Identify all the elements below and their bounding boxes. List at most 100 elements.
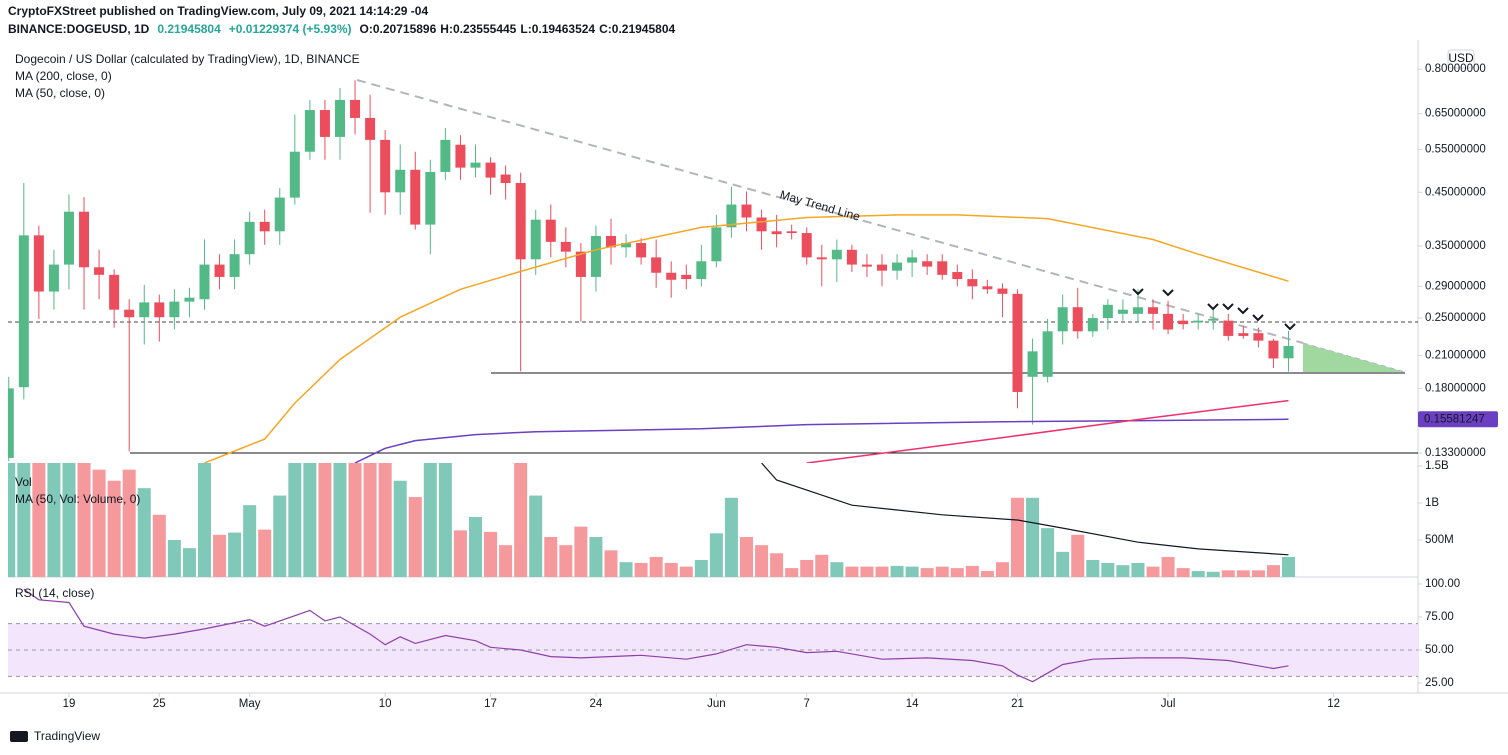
- candle-body: [560, 241, 571, 252]
- x-tick-label: Jul: [1161, 698, 1176, 710]
- candle-body: [1223, 320, 1234, 336]
- footer-logo: TradingView: [10, 729, 100, 743]
- x-tick-label: 12: [1327, 698, 1340, 710]
- volume-bar: [1086, 559, 1100, 577]
- volume-bar: [860, 566, 874, 577]
- y-tick-label: 0.25000000: [1425, 312, 1486, 324]
- trend-line: [356, 79, 1304, 344]
- volume-bar: [1161, 557, 1175, 577]
- volume-bar: [739, 537, 753, 577]
- rsi-pane: [8, 588, 1418, 683]
- candle-body: [485, 162, 496, 178]
- chevron: [1222, 303, 1234, 311]
- y-tick-label: 0.80000000: [1425, 63, 1486, 75]
- volume-bar: [408, 497, 422, 577]
- candle-body: [831, 249, 842, 260]
- candle-body: [304, 110, 315, 152]
- candle-body: [199, 264, 210, 300]
- candle-body: [636, 243, 647, 258]
- volume-bar: [1251, 570, 1265, 577]
- y-tick-label: 0.13300000: [1425, 447, 1486, 459]
- volume-bar: [559, 545, 573, 577]
- symbol: BINANCE:DOGEUSD, 1D: [8, 22, 150, 36]
- volume-bar: [1116, 565, 1130, 577]
- volume-bar: [815, 554, 829, 577]
- candle-body: [937, 261, 948, 275]
- candle-body: [319, 110, 330, 137]
- volume-bar: [995, 562, 1009, 577]
- x-tick-label: 10: [379, 698, 392, 710]
- series-line: [761, 463, 1289, 556]
- volume-bar: [32, 463, 46, 577]
- volume-bar: [770, 553, 784, 577]
- x-tick-label: 24: [590, 698, 603, 710]
- volume-bar: [1266, 565, 1280, 577]
- volume-bar: [785, 568, 799, 577]
- volume-bar: [830, 562, 844, 577]
- volume-bar: [1026, 497, 1040, 577]
- candle-body: [1178, 320, 1189, 325]
- candle-body: [1208, 318, 1219, 321]
- candle-body: [545, 219, 556, 242]
- chevron: [1284, 323, 1296, 331]
- candle-body: [1042, 331, 1053, 377]
- y-tick-label: 25.00: [1425, 677, 1454, 689]
- volume-bar: [363, 463, 377, 577]
- volume-bar: [1236, 570, 1250, 577]
- y-tick-label: 0.29000000: [1425, 280, 1486, 292]
- c-value: 0.21945804: [612, 22, 676, 36]
- candle-body: [48, 264, 59, 292]
- candle-body: [380, 139, 391, 193]
- candle-body: [1027, 351, 1038, 377]
- chevron: [1207, 303, 1219, 311]
- volume-bar: [1011, 497, 1025, 577]
- candle-body: [681, 274, 692, 280]
- volume-bar: [875, 566, 889, 577]
- volume-pane: [8, 463, 1296, 577]
- x-tick-label: 19: [63, 698, 76, 710]
- volume-bar: [1191, 571, 1205, 577]
- l-label: L:: [520, 22, 531, 36]
- volume-bar: [393, 480, 407, 577]
- volume-bar: [574, 526, 588, 577]
- candle-body: [982, 286, 993, 290]
- volume-bar: [634, 562, 648, 577]
- volume-bar: [77, 463, 91, 577]
- volume-bar: [122, 469, 136, 577]
- volume-bar: [17, 463, 31, 577]
- candle-body: [756, 217, 767, 232]
- y-tick-label: 1B: [1425, 497, 1439, 509]
- volume-bar: [228, 532, 242, 577]
- candle-body: [425, 171, 436, 225]
- volume-bar: [935, 566, 949, 577]
- volume-bar: [468, 517, 482, 577]
- candle-body: [1283, 345, 1294, 359]
- y-tick-label: 0.18000000: [1425, 382, 1486, 394]
- volume-bar: [950, 568, 964, 577]
- candle-body: [184, 297, 195, 302]
- brand: TradingView: [34, 729, 100, 743]
- x-tick-label: 25: [153, 698, 166, 710]
- unit-box[interactable]: [1447, 49, 1475, 69]
- logo-icon: [10, 731, 28, 742]
- y-tick-label: 0.55000000: [1425, 143, 1486, 155]
- volume-bar: [182, 548, 196, 577]
- x-tick-label: 21: [1011, 698, 1024, 710]
- volume-bar: [529, 495, 543, 577]
- candle-body: [18, 235, 29, 388]
- candle-body: [666, 272, 677, 280]
- volume-bar: [137, 488, 151, 577]
- candle-body: [94, 267, 105, 275]
- volume-bar: [499, 545, 513, 577]
- candle-body: [109, 274, 120, 310]
- volume-bar: [514, 463, 528, 577]
- candle-body: [259, 221, 270, 232]
- candle-body: [621, 243, 632, 248]
- volume-bar: [1282, 557, 1296, 577]
- volume-bar: [544, 537, 558, 577]
- h-label: H:: [440, 22, 453, 36]
- volume-bar: [8, 463, 16, 577]
- candle-body: [229, 254, 240, 277]
- candle-body: [1117, 309, 1128, 314]
